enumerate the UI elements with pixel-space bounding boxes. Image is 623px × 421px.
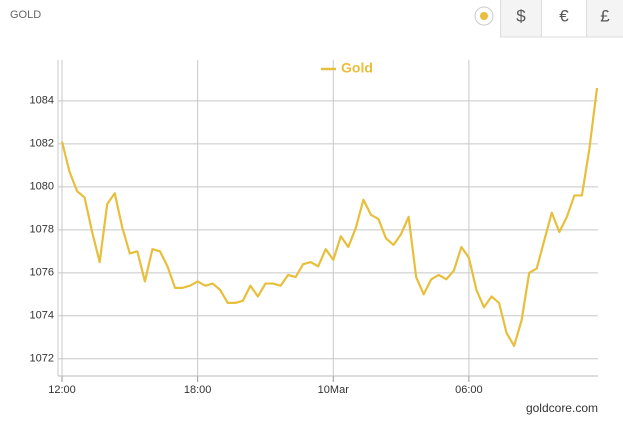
button[interactable] (586, 0, 623, 38)
credit: goldcore.com (526, 401, 598, 415)
page-title: GOLD (10, 9, 41, 21)
x-tick-label: 12:00 (48, 384, 76, 396)
button-label[interactable]: £ (600, 6, 610, 25)
y-tick-label: 1072 (30, 353, 54, 365)
x-tick-label: 18:00 (184, 384, 212, 396)
button-label[interactable]: € (559, 6, 569, 25)
y-tick-label: 1082 (30, 138, 54, 150)
series-line (60, 87, 599, 347)
x-tick-label: 06:00 (455, 384, 483, 396)
gold-toggle-dot (480, 12, 488, 20)
legend-label: Gold (341, 60, 373, 76)
x-tick-label: 10Mar (318, 384, 350, 396)
y-tick-label: 1084 (30, 95, 54, 107)
legend-item: Gold (321, 60, 373, 76)
y-tick-label: 1080 (30, 181, 54, 193)
button[interactable] (500, 0, 542, 38)
y-tick-label: 1074 (30, 310, 54, 322)
button[interactable] (541, 0, 587, 38)
y-tick-label: 1076 (30, 267, 54, 279)
y-tick-label: 1078 (30, 224, 54, 236)
currency-buttons: $ € £ (474, 0, 623, 38)
button-label[interactable]: $ (516, 6, 526, 25)
